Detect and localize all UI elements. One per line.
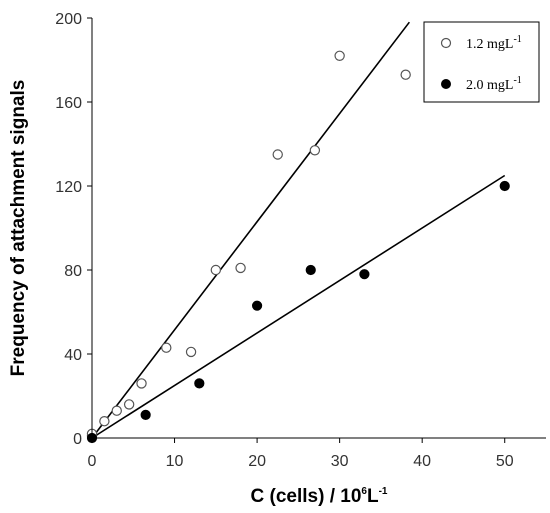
legend: 1.2 mgL-1 2.0 mgL-1 [423,21,540,103]
y-tick-label: 40 [64,347,82,364]
y-tick-label: 200 [55,11,82,28]
x-tick-label: 20 [248,453,266,470]
fit-lines [91,21,506,439]
legend-box [423,21,540,103]
y-tick-label: 80 [64,263,82,280]
data-point-open [185,346,197,358]
data-point-open [161,342,172,353]
data-point-filled [251,300,263,311]
data-points [86,50,510,444]
data-point-open [334,50,345,62]
y-tick-label: 0 [73,431,82,448]
data-point-open [210,264,222,276]
legend-label-2: 2.0 mgL-1 [466,75,522,93]
x-tick-label: 10 [166,453,184,470]
y-tick-label: 120 [55,179,82,196]
x-tick-label: 50 [496,453,514,470]
x-tick-label: 30 [331,453,349,470]
legend-label-1: 1.2 mgL-1 [466,34,522,52]
data-point-filled [499,180,510,192]
fit-line-series-2 [91,174,506,439]
data-point-open [111,405,122,416]
legend-marker-open [440,37,452,49]
data-point-filled [140,409,151,420]
axis-ticks: 0 40 80 120 160 200 0 10 20 30 40 50 [55,11,513,470]
x-tick-label: 40 [413,453,431,470]
legend-marker-filled [441,79,451,89]
data-point-open [272,149,283,160]
data-point-filled [305,264,316,276]
data-point-open [235,262,246,274]
data-point-open [309,145,321,156]
x-tick-label: 0 [88,453,97,470]
y-tick-label: 160 [55,95,82,112]
data-point-filled [359,269,370,280]
data-point-open [400,69,411,80]
data-point-filled [194,378,205,389]
y-axis-title: Frequency of attachment signals [8,80,29,377]
data-point-open [99,416,110,427]
data-point-open [136,378,147,389]
data-point-open [123,399,135,410]
fit-line-series-1 [91,21,410,439]
x-axis-title: C (cells) / 106L-1 [251,486,388,507]
